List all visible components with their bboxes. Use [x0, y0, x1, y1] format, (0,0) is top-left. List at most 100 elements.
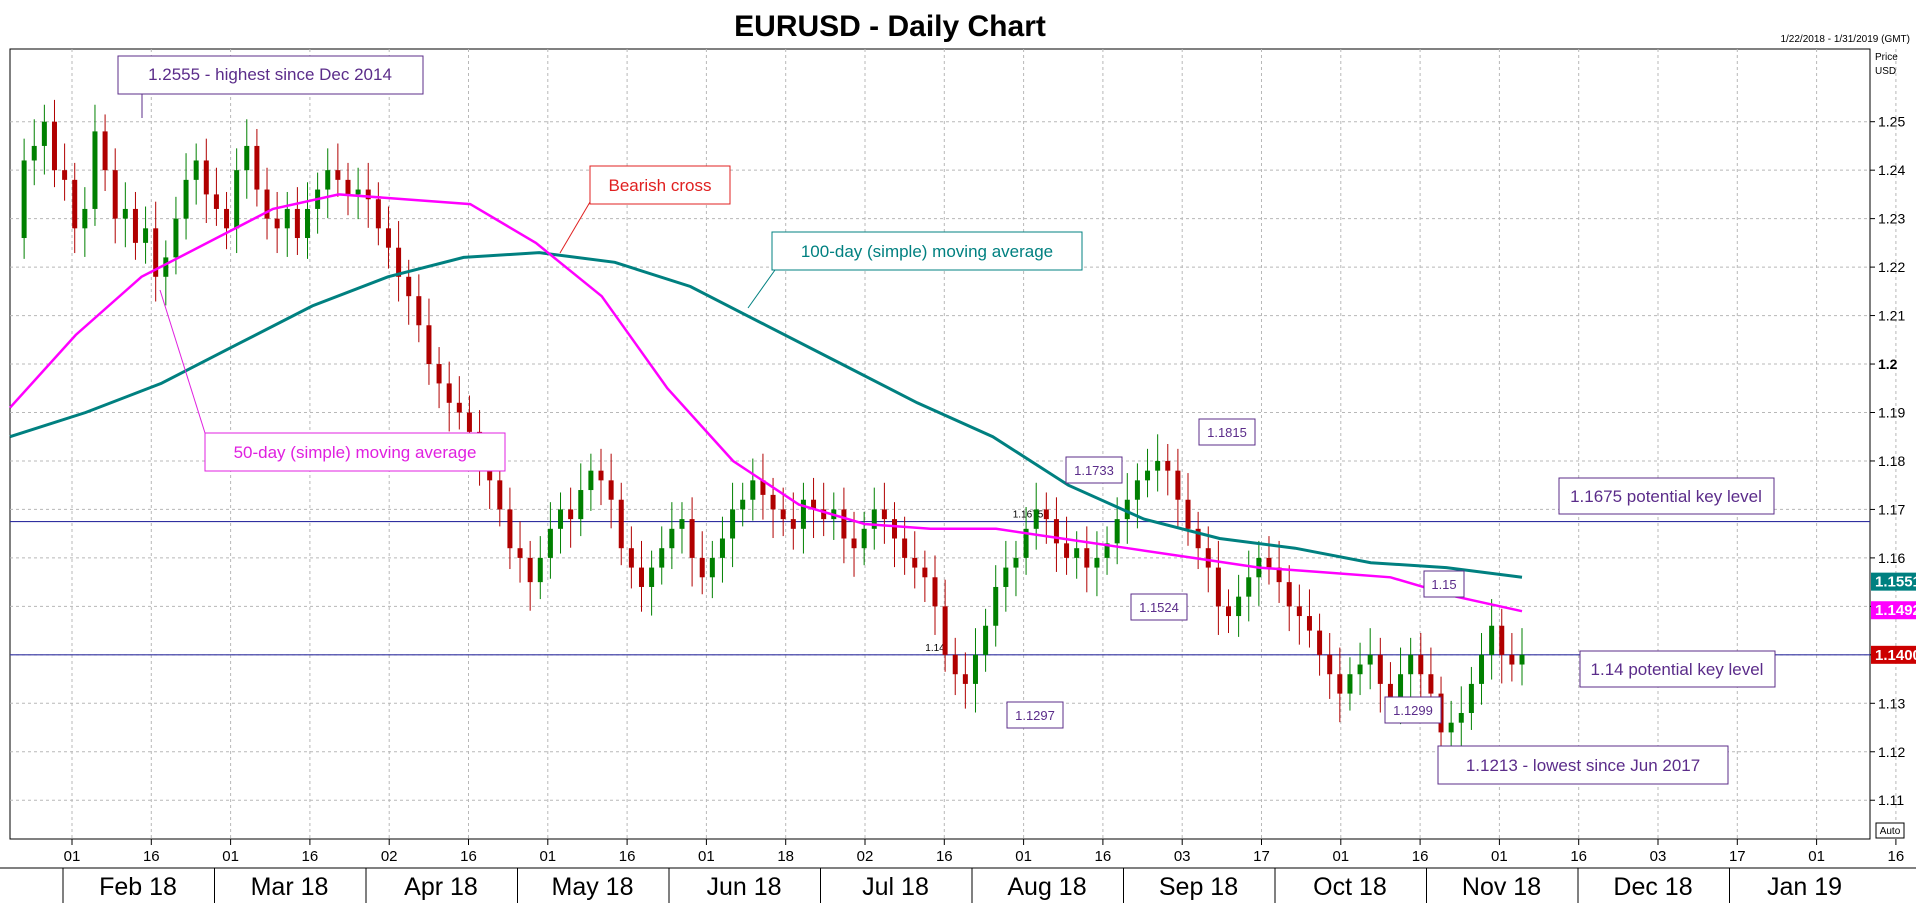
- x-tick-label: 01: [64, 848, 81, 865]
- x-tick-label: 01: [698, 848, 715, 865]
- candle-body: [537, 557, 543, 583]
- month-label: Dec 18: [1613, 873, 1692, 901]
- candle-body: [1428, 674, 1434, 694]
- y-tick-label: 1.24: [1878, 162, 1905, 178]
- candle-body: [1387, 683, 1393, 704]
- candle-body: [1377, 654, 1383, 684]
- x-tick-label: 16: [143, 848, 160, 865]
- candle-body: [942, 606, 948, 655]
- y-tick-label: 1.13: [1878, 695, 1905, 711]
- candle-body: [1003, 567, 1009, 587]
- candle-body: [608, 480, 614, 500]
- candle-body: [760, 480, 766, 495]
- y-tick-label: 1.19: [1878, 404, 1905, 420]
- month-label: Jul 18: [862, 873, 929, 901]
- candle-body: [679, 519, 685, 529]
- ma100-pointer: [747, 269, 776, 309]
- auto-button[interactable]: [1875, 822, 1905, 839]
- candle-body: [507, 509, 513, 549]
- y-tick-label: 1.11: [1878, 792, 1904, 808]
- candle-body: [1215, 567, 1221, 607]
- candle-body: [335, 170, 341, 180]
- low-1524: 1.1524: [1139, 600, 1179, 615]
- candle-body: [1064, 543, 1070, 558]
- candle-body: [1306, 616, 1312, 631]
- candles: [21, 99, 1525, 758]
- candle-body: [1499, 625, 1505, 655]
- ma100-line: [9, 251, 1523, 579]
- ma100-note-box: [771, 231, 1083, 271]
- candle-body: [618, 499, 624, 549]
- annotations: 1.2555 - highest since Dec 2014 Bearish …: [117, 55, 1776, 785]
- x-tick-label: 18: [777, 848, 794, 865]
- candle-body: [1519, 654, 1525, 665]
- candle-body: [1043, 509, 1049, 520]
- y-tick-label: 1.17: [1878, 501, 1905, 517]
- candle-body: [983, 625, 989, 655]
- candle-body: [568, 509, 574, 520]
- low-note-box: [1437, 745, 1729, 785]
- candle-body: [527, 557, 533, 583]
- level-14-box: [1579, 650, 1776, 688]
- x-axis: 01 16 01 16 02 16 01 16 01 18 02 16 01 16 03 17 01 16 01 16…: [0, 839, 1916, 903]
- month-label: Apr 18: [404, 873, 478, 901]
- candle-body: [790, 519, 796, 529]
- candle-body: [578, 490, 584, 520]
- candle-body: [163, 257, 169, 277]
- y-axis-caption-usd: USD: [1875, 66, 1896, 77]
- candle-body: [396, 247, 402, 277]
- chart-title: EURUSD - Daily Chart: [734, 10, 1046, 43]
- candle-body: [1479, 654, 1485, 684]
- auto-label: Auto: [1880, 826, 1901, 837]
- month-label: May 18: [552, 873, 634, 901]
- month-label: Feb 18: [99, 873, 177, 901]
- low-1299: 1.1299: [1393, 703, 1433, 718]
- candle-body: [1418, 654, 1424, 675]
- high-note-box: [117, 55, 424, 95]
- candle-body: [143, 228, 149, 243]
- candle-body: [811, 499, 817, 510]
- x-tick-label: 02: [857, 848, 874, 865]
- candle-body: [972, 654, 978, 684]
- month-label: Aug 18: [1007, 873, 1086, 901]
- candle-body: [851, 538, 857, 549]
- candle-body: [881, 509, 887, 520]
- candle-body: [1023, 528, 1029, 558]
- candle-body: [234, 170, 240, 229]
- candle-body: [669, 528, 675, 549]
- horizontal-levels: 1.1675 1.14: [10, 510, 1870, 656]
- candle-body: [780, 509, 786, 520]
- candle-body: [1074, 548, 1080, 558]
- ma50-line: [9, 193, 1523, 613]
- peak-1815: 1.1815: [1207, 425, 1247, 440]
- candle-body: [213, 194, 219, 209]
- x-tick-label: 16: [619, 848, 636, 865]
- y-tick-label: 1.2: [1878, 356, 1898, 372]
- candle-body: [730, 509, 736, 539]
- candle-body: [41, 121, 47, 146]
- candle-body: [1276, 567, 1282, 583]
- candle-body: [1317, 630, 1323, 655]
- y-tick-label: 1.12: [1878, 744, 1905, 760]
- candle-body: [406, 276, 412, 297]
- peak-1733-box: [1065, 456, 1123, 484]
- candle-body: [62, 170, 68, 180]
- bearish-cross-note: Bearish cross: [609, 176, 712, 195]
- candle-body: [598, 470, 604, 481]
- x-tick-label: 02: [381, 848, 398, 865]
- candle-body: [51, 121, 57, 171]
- x-tick-label: 16: [1888, 848, 1905, 865]
- x-tick-label: 16: [460, 848, 477, 865]
- x-tick-label: 17: [1253, 848, 1270, 865]
- candle-body: [547, 528, 553, 558]
- candle-body: [294, 208, 300, 239]
- candle-body: [1286, 582, 1292, 607]
- level-1675-note: 1.1675 potential key level: [1570, 487, 1762, 506]
- candle-body: [244, 145, 250, 171]
- date-range: 1/22/2018 - 1/31/2019 (GMT): [1780, 34, 1910, 45]
- candle-body: [800, 499, 806, 529]
- candle-body: [466, 412, 472, 432]
- candle-body: [588, 470, 594, 491]
- candle-body: [1084, 548, 1090, 568]
